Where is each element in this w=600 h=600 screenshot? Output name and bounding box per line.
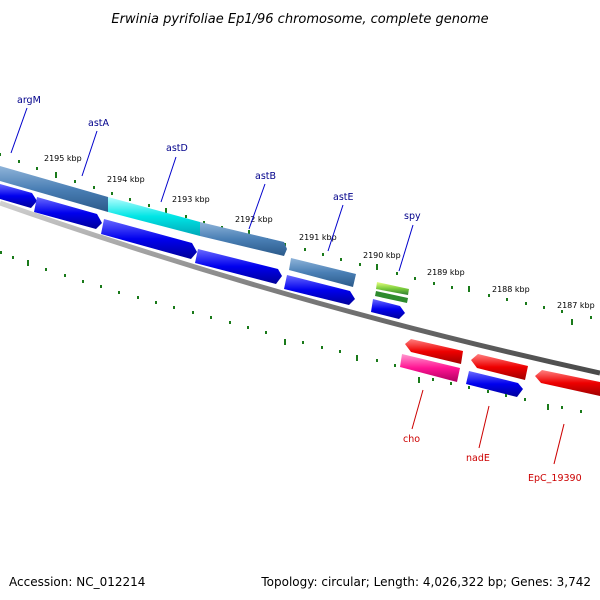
reverse-gene-labels: cho nadE EpC_19390: [403, 389, 582, 484]
gene-label-aste: astE: [333, 192, 354, 203]
inner-tick-ring: [0, 251, 582, 413]
gene-label-astb: astB: [255, 171, 276, 182]
cog-segment-astb: [289, 258, 356, 287]
scale-label: 2195 kbp: [44, 154, 82, 163]
cds-arrow-reverse: [535, 370, 600, 396]
scale-label: 2187 kbp: [557, 301, 595, 310]
cds-arrow-forward: [195, 249, 282, 284]
scale-label: 2194 kbp: [107, 175, 145, 184]
forward-gene-labels: argM astA astD astB astE spy: [10, 95, 421, 272]
gene-label-argm: argM: [17, 95, 41, 106]
cds-arrow-forward: [371, 299, 405, 319]
cds-arrow-forward: [466, 371, 523, 397]
gene-label-astd: astD: [166, 143, 188, 154]
genome-backbone: [0, 200, 600, 376]
accession-text: Accession: NC_012214: [9, 575, 145, 589]
callout-line: [160, 156, 177, 203]
cog-track: [0, 166, 409, 303]
rna-feature-spy-upper: [376, 282, 409, 295]
rna-feature-spy-lower: [375, 291, 408, 303]
callout-line: [553, 423, 565, 465]
map-title: Erwinia pyrifoliae Ep1/96 chromosome, co…: [111, 12, 488, 27]
cds-arrow-reverse: [471, 354, 528, 380]
scale-label: 2189 kbp: [427, 268, 465, 277]
gene-label-epc-19390: EpC_19390: [528, 473, 582, 484]
scale-label: 2190 kbp: [363, 251, 401, 260]
gene-label-asta: astA: [88, 118, 109, 129]
callout-line: [327, 204, 344, 252]
cds-arrow-forward: [34, 197, 102, 229]
cog-segment-astd: [200, 222, 287, 256]
callout-line: [10, 107, 28, 154]
callout-line: [248, 183, 266, 230]
cog-segment-argm: [0, 166, 108, 212]
genome-summary-text: Topology: circular; Length: 4,026,322 bp…: [260, 575, 591, 589]
forward-cds-track: [0, 184, 405, 319]
cds-arrow-forward: [101, 219, 197, 259]
gene-label-cho: cho: [403, 434, 420, 445]
scale-label: 2188 kbp: [492, 285, 530, 294]
reverse-cds-track: [400, 339, 600, 397]
callout-line: [398, 224, 414, 272]
gene-label-nade: nadE: [466, 453, 490, 464]
callout-line: [411, 389, 424, 430]
callout-line: [478, 405, 490, 449]
gene-label-spy: spy: [404, 211, 421, 222]
scale-label: 2193 kbp: [172, 195, 210, 204]
cds-arrow-reverse: [405, 339, 463, 364]
scale-labels: 2195 kbp 2194 kbp 2193 kbp 2192 kbp 2191…: [44, 154, 595, 310]
scale-label: 2191 kbp: [299, 233, 337, 242]
cog-segment-asta: [108, 197, 202, 236]
cds-arrow-forward: [0, 184, 37, 208]
cds-arrow-forward: [284, 275, 355, 305]
callout-line: [81, 130, 98, 177]
cds-arrow-reverse-highlight: [400, 354, 460, 382]
scale-label: 2192 kbp: [235, 215, 273, 224]
